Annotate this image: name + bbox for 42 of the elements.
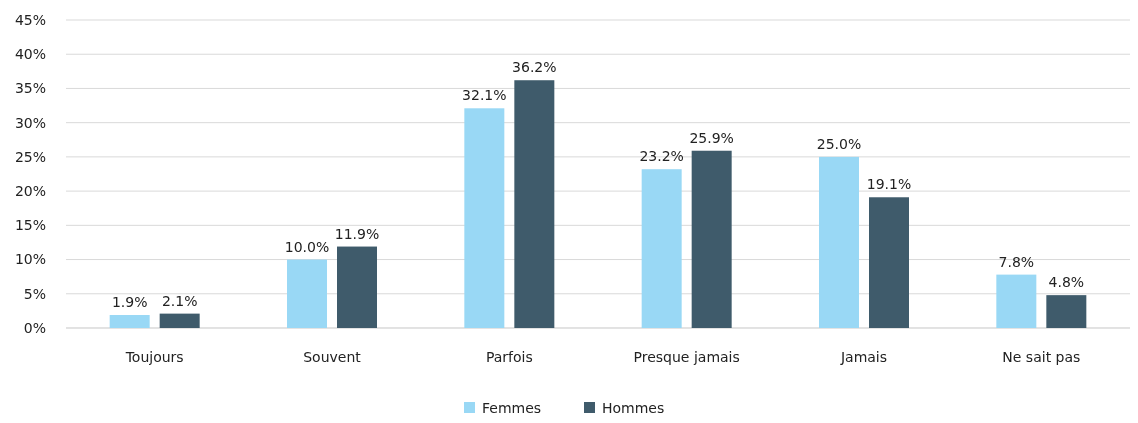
y-tick-label: 40%	[14, 46, 46, 63]
data-label: 4.8%	[1048, 274, 1085, 291]
y-tick-label: 25%	[14, 148, 46, 165]
x-tick-label: Ne sait pas	[1002, 349, 1081, 365]
data-label: 19.1%	[866, 176, 912, 193]
y-tick-label: 20%	[14, 183, 46, 200]
bar	[1046, 295, 1087, 328]
bar	[109, 315, 150, 328]
bar	[819, 156, 859, 328]
bar	[337, 246, 377, 328]
bar	[691, 150, 732, 328]
bar	[641, 169, 682, 328]
data-label: 11.9%	[334, 225, 380, 242]
data-label: 7.8%	[998, 253, 1035, 270]
y-tick-label: 5%	[23, 285, 46, 302]
y-tick-label: 45%	[14, 11, 46, 28]
bar	[514, 80, 555, 328]
bar	[996, 274, 1037, 328]
data-label: 36.2%	[512, 59, 557, 76]
x-tick-label: Jamais	[839, 349, 888, 365]
data-label: 2.1%	[161, 292, 198, 309]
data-label: 25.9%	[689, 129, 734, 146]
bar	[287, 259, 327, 328]
y-tick-label: 10%	[14, 251, 46, 268]
data-label: 10.0%	[284, 238, 330, 255]
data-label: 32.1%	[462, 87, 507, 104]
x-tick-label: Presque jamais	[633, 349, 740, 365]
y-tick-label: 30%	[14, 114, 46, 131]
legend-label: Hommes	[602, 400, 665, 416]
legend-label: Femmes	[482, 400, 542, 416]
x-tick-label: Toujours	[124, 349, 184, 365]
data-label: 23.2%	[639, 148, 684, 165]
bar	[869, 197, 909, 328]
bar	[159, 313, 200, 328]
data-label: 25.0%	[816, 135, 862, 152]
x-tick-label: Parfois	[485, 349, 533, 365]
y-tick-label: 35%	[14, 80, 46, 97]
bar	[464, 108, 505, 328]
y-tick-label: 15%	[14, 217, 46, 234]
y-tick-label: 0%	[23, 319, 46, 336]
data-label: 1.9%	[111, 294, 148, 310]
x-tick-label: Souvent	[303, 349, 362, 365]
